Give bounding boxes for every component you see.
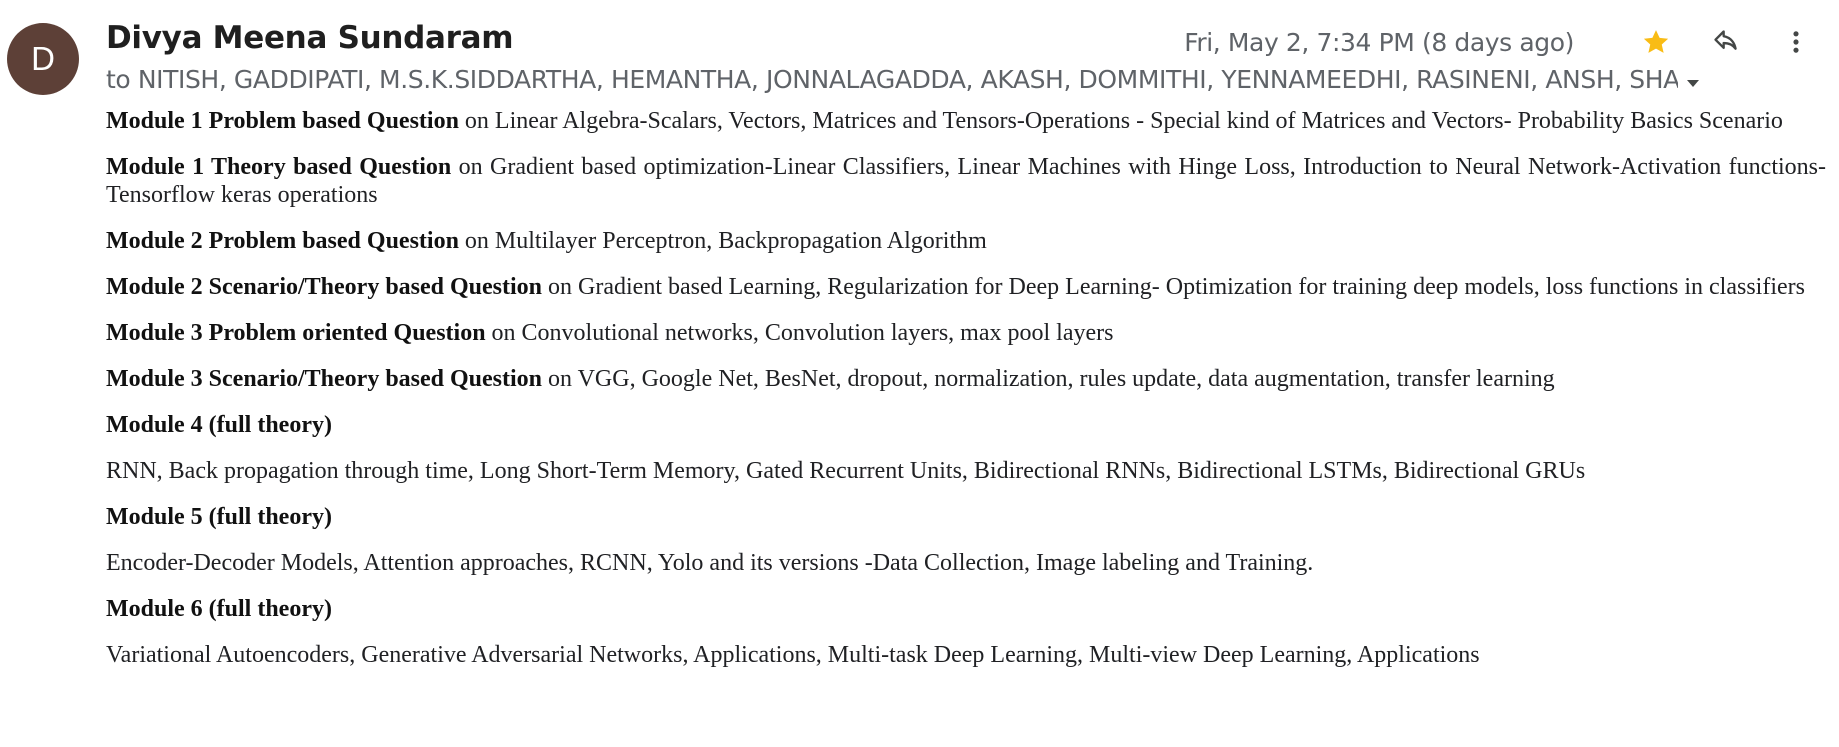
email-body: Module 1 Problem based Question on Linea… [106, 107, 1826, 687]
module-description: RNN, Back propagation through time, Long… [106, 458, 1586, 484]
reply-icon[interactable] [1706, 22, 1746, 62]
star-icon[interactable] [1636, 22, 1676, 62]
module-question: Module 1 Problem based Question on Linea… [106, 107, 1826, 135]
module-description: on Gradient based Learning, Regularizati… [542, 274, 1805, 300]
module-label: Module 6 (full theory) [106, 596, 332, 622]
avatar[interactable]: D [7, 23, 79, 95]
module-description: on Multilayer Perceptron, Backpropagatio… [458, 228, 987, 254]
module-topics: RNN, Back propagation through time, Long… [106, 457, 1826, 485]
message-meta: Fri, May 2, 7:34 PM (8 days ago) [1184, 22, 1816, 62]
module-description: on Convolutional networks, Convolution l… [485, 320, 1114, 346]
module-label: Module 3 Problem oriented Question [106, 320, 486, 346]
module-label: Module 2 Problem based Question [106, 228, 459, 254]
module-question: Module 1 Theory based Question on Gradie… [106, 153, 1826, 209]
module-heading: Module 5 (full theory) [106, 503, 1826, 531]
module-label: Module 2 Scenario/Theory based Question [106, 274, 543, 300]
module-label: Module 1 Problem based Question [106, 108, 459, 134]
avatar-initial: D [31, 40, 55, 77]
module-question: Module 2 Problem based Question on Multi… [106, 227, 1826, 255]
recipients-line[interactable]: to NITISH, GADDIPATI, M.S.K.SIDDARTHA, H… [106, 62, 1700, 96]
module-question: Module 2 Scenario/Theory based Question … [106, 273, 1826, 301]
caret-down-icon[interactable] [1686, 65, 1700, 94]
module-description: on Linear Algebra-Scalars, Vectors, Matr… [458, 108, 1783, 134]
module-label: Module 5 (full theory) [106, 504, 332, 530]
module-topics: Encoder-Decoder Models, Attention approa… [106, 549, 1826, 577]
module-description: on Gradient based optimization-Linear Cl… [106, 154, 1826, 208]
module-label: Module 3 Scenario/Theory based Question [106, 366, 543, 392]
module-description: Encoder-Decoder Models, Attention approa… [106, 550, 1314, 576]
message-header: Divya Meena Sundaram Fri, May 2, 7:34 PM… [106, 20, 1816, 94]
module-description: on VGG, Google Net, BesNet, dropout, nor… [542, 366, 1555, 392]
module-description: Variational Autoencoders, Generative Adv… [106, 642, 1480, 668]
recipients-list: to NITISH, GADDIPATI, M.S.K.SIDDARTHA, H… [106, 64, 1678, 94]
module-topics: Variational Autoencoders, Generative Adv… [106, 641, 1826, 669]
module-question: Module 3 Problem oriented Question on Co… [106, 319, 1826, 347]
message-date: Fri, May 2, 7:34 PM (8 days ago) [1184, 27, 1574, 57]
module-heading: Module 4 (full theory) [106, 411, 1826, 439]
module-question: Module 3 Scenario/Theory based Question … [106, 365, 1826, 393]
module-label: Module 4 (full theory) [106, 412, 332, 438]
more-vert-icon[interactable] [1776, 22, 1816, 62]
sender-name[interactable]: Divya Meena Sundaram [106, 20, 514, 56]
module-heading: Module 6 (full theory) [106, 595, 1826, 623]
module-label: Module 1 Theory based Question [106, 154, 452, 180]
